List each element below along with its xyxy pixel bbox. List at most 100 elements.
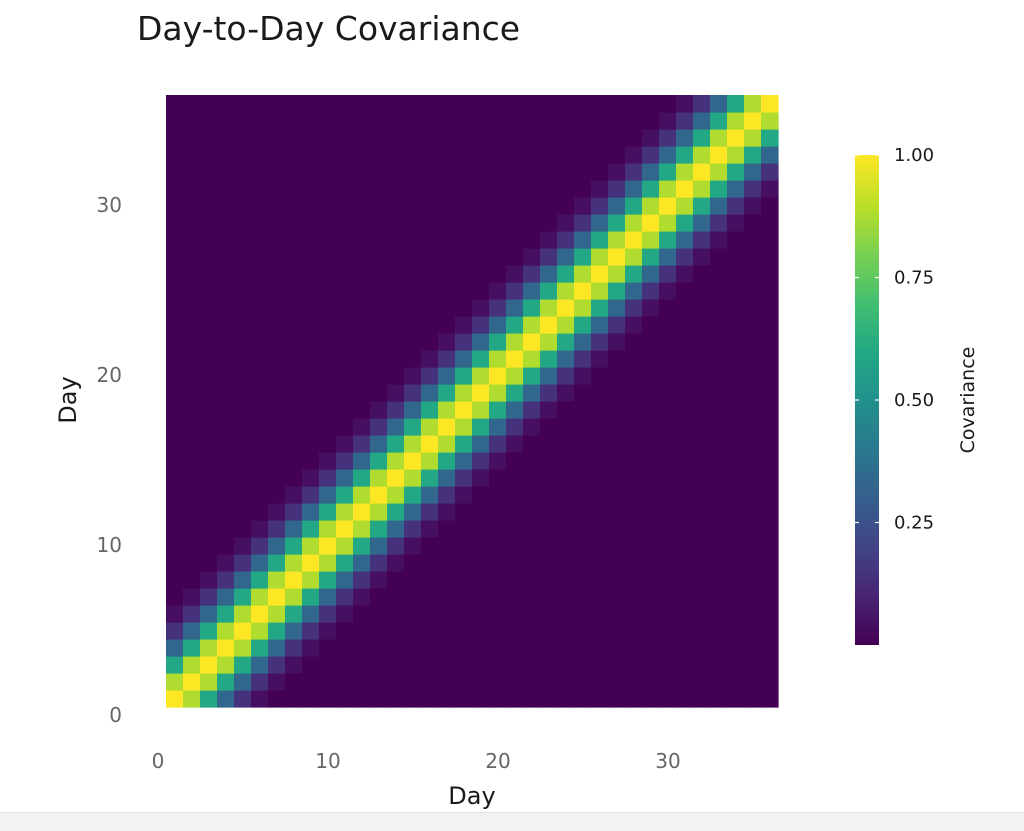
heatmap-cell: [506, 333, 524, 351]
heatmap-cell: [744, 146, 762, 164]
heatmap-cell: [336, 367, 354, 385]
heatmap-cell: [404, 367, 422, 385]
heatmap-cell: [642, 214, 660, 232]
heatmap-cell: [319, 299, 337, 317]
heatmap-cell: [166, 384, 184, 402]
heatmap-cell: [625, 520, 643, 538]
heatmap-cell: [608, 639, 626, 657]
heatmap-cell: [353, 673, 371, 691]
heatmap-cell: [744, 401, 762, 419]
heatmap-cell: [387, 588, 405, 606]
heatmap-cell: [370, 469, 388, 487]
heatmap-cell: [387, 469, 405, 487]
heatmap-cell: [574, 197, 592, 215]
heatmap-cell: [336, 418, 354, 436]
heatmap-cell: [523, 146, 541, 164]
heatmap-cell: [455, 129, 473, 147]
heatmap-cell: [234, 639, 252, 657]
heatmap-cell: [693, 605, 711, 623]
heatmap-cell: [625, 452, 643, 470]
heatmap-cell: [200, 231, 218, 249]
heatmap-cell: [387, 622, 405, 640]
heatmap-cell: [166, 129, 184, 147]
heatmap-cell: [387, 605, 405, 623]
heatmap-cell: [353, 299, 371, 317]
heatmap-cell: [268, 231, 286, 249]
heatmap-cell: [353, 435, 371, 453]
heatmap-cell: [472, 197, 490, 215]
heatmap-cell: [455, 231, 473, 249]
heatmap-cell: [421, 588, 439, 606]
heatmap-cell: [506, 622, 524, 640]
heatmap-cell: [353, 571, 371, 589]
heatmap-cell: [251, 486, 269, 504]
heatmap-cell: [642, 367, 660, 385]
heatmap-cell: [676, 486, 694, 504]
heatmap-cell: [251, 282, 269, 300]
heatmap-cell: [557, 503, 575, 521]
heatmap-cell: [455, 537, 473, 555]
heatmap-cell: [166, 265, 184, 283]
heatmap-cell: [183, 282, 201, 300]
heatmap-cell: [319, 112, 337, 130]
heatmap-cell: [489, 622, 507, 640]
heatmap-cell: [591, 95, 609, 113]
heatmap-cell: [761, 588, 779, 606]
heatmap-cell: [404, 214, 422, 232]
heatmap-cell: [319, 469, 337, 487]
heatmap-cell: [336, 299, 354, 317]
heatmap-cell: [183, 163, 201, 181]
heatmap-cell: [217, 180, 235, 198]
heatmap-cell: [676, 231, 694, 249]
heatmap-cell: [285, 622, 303, 640]
heatmap-cell: [438, 656, 456, 674]
heatmap-cell: [353, 95, 371, 113]
heatmap-cell: [166, 486, 184, 504]
heatmap-cell: [234, 197, 252, 215]
heatmap-cell: [693, 435, 711, 453]
heatmap-cell: [489, 452, 507, 470]
heatmap-cell: [659, 469, 677, 487]
heatmap-cell: [540, 486, 558, 504]
heatmap-cell: [438, 112, 456, 130]
heatmap-cell: [557, 554, 575, 572]
heatmap-cell: [438, 282, 456, 300]
heatmap-cell: [574, 537, 592, 555]
heatmap-cell: [761, 690, 779, 708]
heatmap-cell: [574, 265, 592, 283]
heatmap-cell: [557, 537, 575, 555]
heatmap-cell: [404, 282, 422, 300]
y-tick-label: 30: [97, 193, 122, 217]
heatmap-cell: [268, 112, 286, 130]
heatmap-cell: [608, 418, 626, 436]
heatmap-cell: [251, 265, 269, 283]
heatmap-cell: [370, 401, 388, 419]
heatmap-cell: [591, 265, 609, 283]
heatmap-cell: [489, 435, 507, 453]
heatmap-cell: [506, 248, 524, 266]
heatmap-cell: [438, 486, 456, 504]
heatmap-cell: [387, 435, 405, 453]
heatmap-cell: [404, 503, 422, 521]
heatmap-cell: [642, 554, 660, 572]
heatmap-cell: [404, 248, 422, 266]
heatmap-cell: [183, 231, 201, 249]
heatmap-cell: [693, 231, 711, 249]
heatmap-cell: [455, 367, 473, 385]
heatmap-cell: [217, 418, 235, 436]
heatmap-cell: [353, 112, 371, 130]
heatmap-cell: [625, 656, 643, 674]
heatmap-cell: [625, 605, 643, 623]
heatmap-cell: [370, 163, 388, 181]
heatmap-cell: [404, 418, 422, 436]
heatmap-cell: [370, 248, 388, 266]
heatmap-cell: [166, 180, 184, 198]
heatmap-cell: [642, 146, 660, 164]
heatmap-cell: [506, 214, 524, 232]
heatmap-cell: [540, 554, 558, 572]
heatmap-cell: [336, 469, 354, 487]
heatmap-cell: [387, 282, 405, 300]
heatmap-cell: [302, 401, 320, 419]
heatmap-cell: [183, 537, 201, 555]
heatmap-cell: [455, 622, 473, 640]
